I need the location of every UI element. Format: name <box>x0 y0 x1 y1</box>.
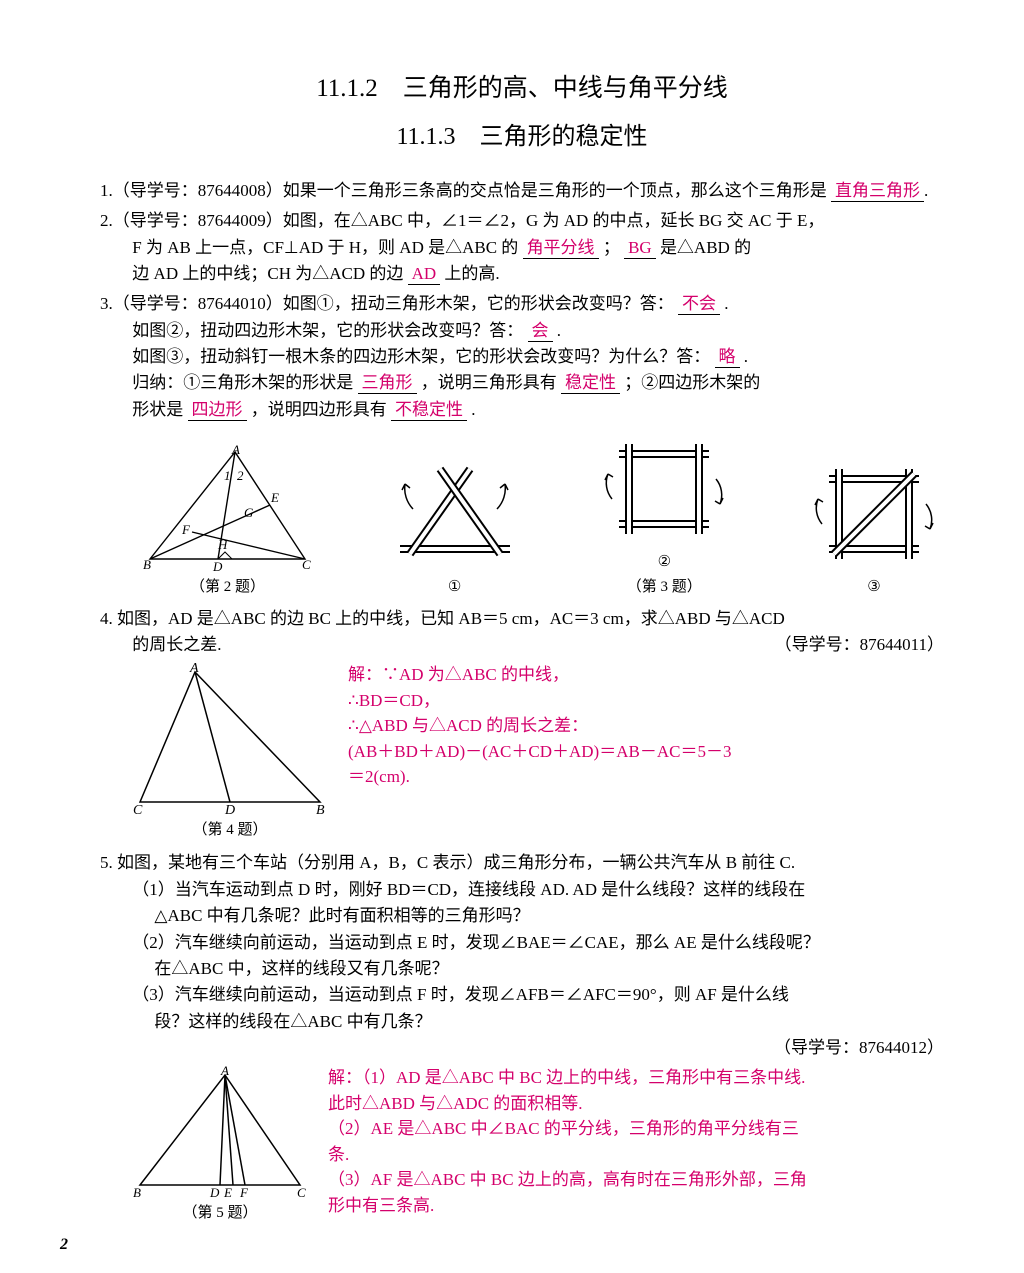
q1-text: 1.（导学号：87644008）如果一个三角形三条高的交点恰是三角形的一个顶点，… <box>100 181 827 200</box>
q5-l4: （3）汽车继续向前运动，当运动到点 F 时，发现∠AFB＝∠AFC＝90°，则 … <box>132 982 944 1008</box>
q1-answer: 直角三角形 <box>831 181 924 202</box>
q2-l2c: 是△ABD 的 <box>660 238 751 257</box>
q3-l5a: 形状是 <box>132 400 183 419</box>
svg-text:C: C <box>133 803 143 817</box>
q4-solution: 解：∵AD 为△ABC 的中线， ∴BD＝CD， ∴△ABD 与△ACD 的周长… <box>348 662 944 790</box>
figcap-4: （第 4 题） <box>130 819 330 842</box>
figure-q4: A B C D （第 4 题） <box>130 662 330 842</box>
question-3: 3.（导学号：87644010）如图①，扭动三角形木架，它的形状会改变吗？答： … <box>100 291 944 423</box>
svg-text:A: A <box>189 662 199 676</box>
q1-suffix: . <box>924 181 928 200</box>
figmark2: ② <box>658 554 671 570</box>
svg-text:D: D <box>224 803 235 817</box>
svg-text:A: A <box>220 1065 229 1078</box>
q5-s4: （3）AF 是△ABC 中 BC 边上的高，高有时在三角形外部，三角 <box>328 1167 944 1193</box>
svg-text:G: G <box>244 505 254 520</box>
q3-l5b: ，说明四边形具有 <box>251 400 387 419</box>
q3-a4: 三角形 <box>358 373 417 394</box>
q5-solution: 解：（1）AD 是△ABC 中 BC 边上的中线，三角形中有三条中线. 此时△A… <box>328 1065 944 1218</box>
q2-ans3: AD <box>408 264 441 285</box>
q5-s3b: 条. <box>328 1142 944 1168</box>
svg-text:H: H <box>217 537 228 552</box>
figcap-2: （第 2 题） <box>140 576 315 599</box>
q5-s4b: 形中有三条高. <box>328 1193 944 1219</box>
svg-text:B: B <box>316 803 325 817</box>
q3-l4a: 归纳：①三角形木架的形状是 <box>132 373 353 392</box>
q3-l3a: 如图③，扭动斜钉一根木条的四边形木架，它的形状会改变吗？为什么？答： <box>132 347 710 366</box>
page-number: 2 <box>60 1233 68 1258</box>
q5-l4b: 段？这样的线段在△ABC 中有几条？ <box>154 1009 944 1035</box>
q3-l2a: 如图②，扭动四边形木架，它的形状会改变吗？答： <box>132 321 523 340</box>
svg-text:2: 2 <box>237 468 244 483</box>
q4-s4: (AB＋BD＋AD)－(AC＋CD＋AD)＝AB－AC＝5－3 <box>348 739 944 765</box>
svg-text:C: C <box>297 1185 306 1200</box>
question-1: 1.（导学号：87644008）如果一个三角形三条高的交点恰是三角形的一个顶点，… <box>100 178 944 204</box>
q4-ref: （导学号：87644011） <box>775 632 944 658</box>
svg-text:1: 1 <box>224 468 231 483</box>
q5-ref: （导学号：87644012） <box>774 1035 944 1061</box>
q2-l2a: F 为 AB 上一点，CF⊥AD 于 H，则 AD 是△ABC 的 <box>132 238 518 257</box>
q4-s5: ＝2(cm). <box>348 764 944 790</box>
q3-l5c: . <box>471 400 475 419</box>
q3-a7: 不稳定性 <box>391 400 467 421</box>
q3-l4b: ，说明三角形具有 <box>421 373 557 392</box>
svg-text:B: B <box>143 557 151 572</box>
q3-a2: 会 <box>528 321 553 342</box>
section-title-2: 11.1.3 三角形的稳定性 <box>100 119 944 156</box>
figure-3-1: ① <box>385 454 525 599</box>
q2-l2b: ； <box>603 238 620 257</box>
question-4: 4. 如图，AD 是△ABC 的边 BC 上的中线，已知 AB＝5 cm，AC＝… <box>100 606 944 659</box>
svg-text:E: E <box>223 1185 232 1200</box>
q3-l4c: ；②四边形木架的 <box>624 373 760 392</box>
q3-l2b: . <box>557 321 561 340</box>
figure-q5: A B C DEF （第 5 题） <box>130 1065 310 1225</box>
figure-q2: A B C D E F G H 12 （第 2 题） <box>140 444 315 599</box>
q2-ans1: 角平分线 <box>523 238 599 259</box>
figcap-3: （第 3 题） <box>594 576 734 599</box>
q5-s3: （2）AE 是△ABC 中∠BAC 的平分线，三角形的角平分线有三 <box>328 1116 944 1142</box>
svg-text:F: F <box>181 522 191 537</box>
q2-l3a: 边 AD 上的中线；CH 为△ACD 的边 <box>132 264 403 283</box>
question-5: 5. 如图，某地有三个车站（分别用 A，B，C 表示）成三角形分布，一辆公共汽车… <box>100 850 944 1034</box>
svg-text:B: B <box>133 1185 141 1200</box>
q4-s2: ∴BD＝CD， <box>348 688 944 714</box>
figcap-5: （第 5 题） <box>130 1202 310 1225</box>
q4-l2: 的周长之差. <box>132 635 221 654</box>
q3-l1a: 3.（导学号：87644010）如图①，扭动三角形木架，它的形状会改变吗？答： <box>100 294 674 313</box>
svg-text:D: D <box>209 1185 220 1200</box>
question-2: 2.（导学号：87644009）如图，在△ABC 中，∠1＝∠2，G 为 AD … <box>100 208 944 287</box>
q5-s2: 此时△ABD 与△ADC 的面积相等. <box>328 1091 944 1117</box>
q5-l2b: △ABC 中有几条呢？此时有面积相等的三角形吗？ <box>154 903 944 929</box>
q2-l3b: 上的高. <box>444 264 499 283</box>
svg-text:A: A <box>231 444 240 457</box>
q3-a6: 四边形 <box>188 400 247 421</box>
svg-text:D: D <box>212 559 223 574</box>
q5-l2: （1）当汽车运动到点 D 时，刚好 BD＝CD，连接线段 AD. AD 是什么线… <box>132 877 944 903</box>
q4-s1: 解：∵AD 为△ABC 的中线， <box>348 662 944 688</box>
figmark3: ③ <box>804 576 944 599</box>
q3-a3: 略 <box>715 347 740 368</box>
figure-3-2: ② （第 3 题） <box>594 429 734 600</box>
figmark1: ① <box>385 576 525 599</box>
figure-3-3: ③ <box>804 454 944 599</box>
q4-s3: ∴△ABD 与△ACD 的周长之差： <box>348 713 944 739</box>
q5-l1: 5. 如图，某地有三个车站（分别用 A，B，C 表示）成三角形分布，一辆公共汽车… <box>100 850 944 876</box>
q3-a1: 不会 <box>678 294 720 315</box>
q5-solution-block: A B C DEF （第 5 题） 解：（1）AD 是△ABC 中 BC 边上的中线… <box>130 1065 944 1225</box>
section-title-1: 11.1.2 三角形的高、中线与角平分线 <box>100 70 944 109</box>
q5-s1: 解：（1）AD 是△ABC 中 BC 边上的中线，三角形中有三条中线. <box>328 1065 944 1091</box>
q3-l3b: . <box>744 347 748 366</box>
svg-text:E: E <box>270 490 279 505</box>
figure-row-1: A B C D E F G H 12 （第 2 题） ① <box>140 429 944 600</box>
q2-line1: 2.（导学号：87644009）如图，在△ABC 中，∠1＝∠2，G 为 AD … <box>100 208 944 234</box>
q5-l3b: 在△ABC 中，这样的线段又有几条呢？ <box>154 956 944 982</box>
q3-l1b: . <box>724 294 728 313</box>
q5-l3: （2）汽车继续向前运动，当运动到点 E 时，发现∠BAE＝∠CAE，那么 AE … <box>132 930 944 956</box>
svg-text:C: C <box>302 557 311 572</box>
svg-text:F: F <box>239 1185 249 1200</box>
q4-solution-block: A B C D （第 4 题） 解：∵AD 为△ABC 的中线， ∴BD＝CD， ∴… <box>130 662 944 842</box>
q2-ans2: BG <box>624 238 656 259</box>
q4-l1: 4. 如图，AD 是△ABC 的边 BC 上的中线，已知 AB＝5 cm，AC＝… <box>100 606 944 632</box>
q3-a5: 稳定性 <box>561 373 620 394</box>
